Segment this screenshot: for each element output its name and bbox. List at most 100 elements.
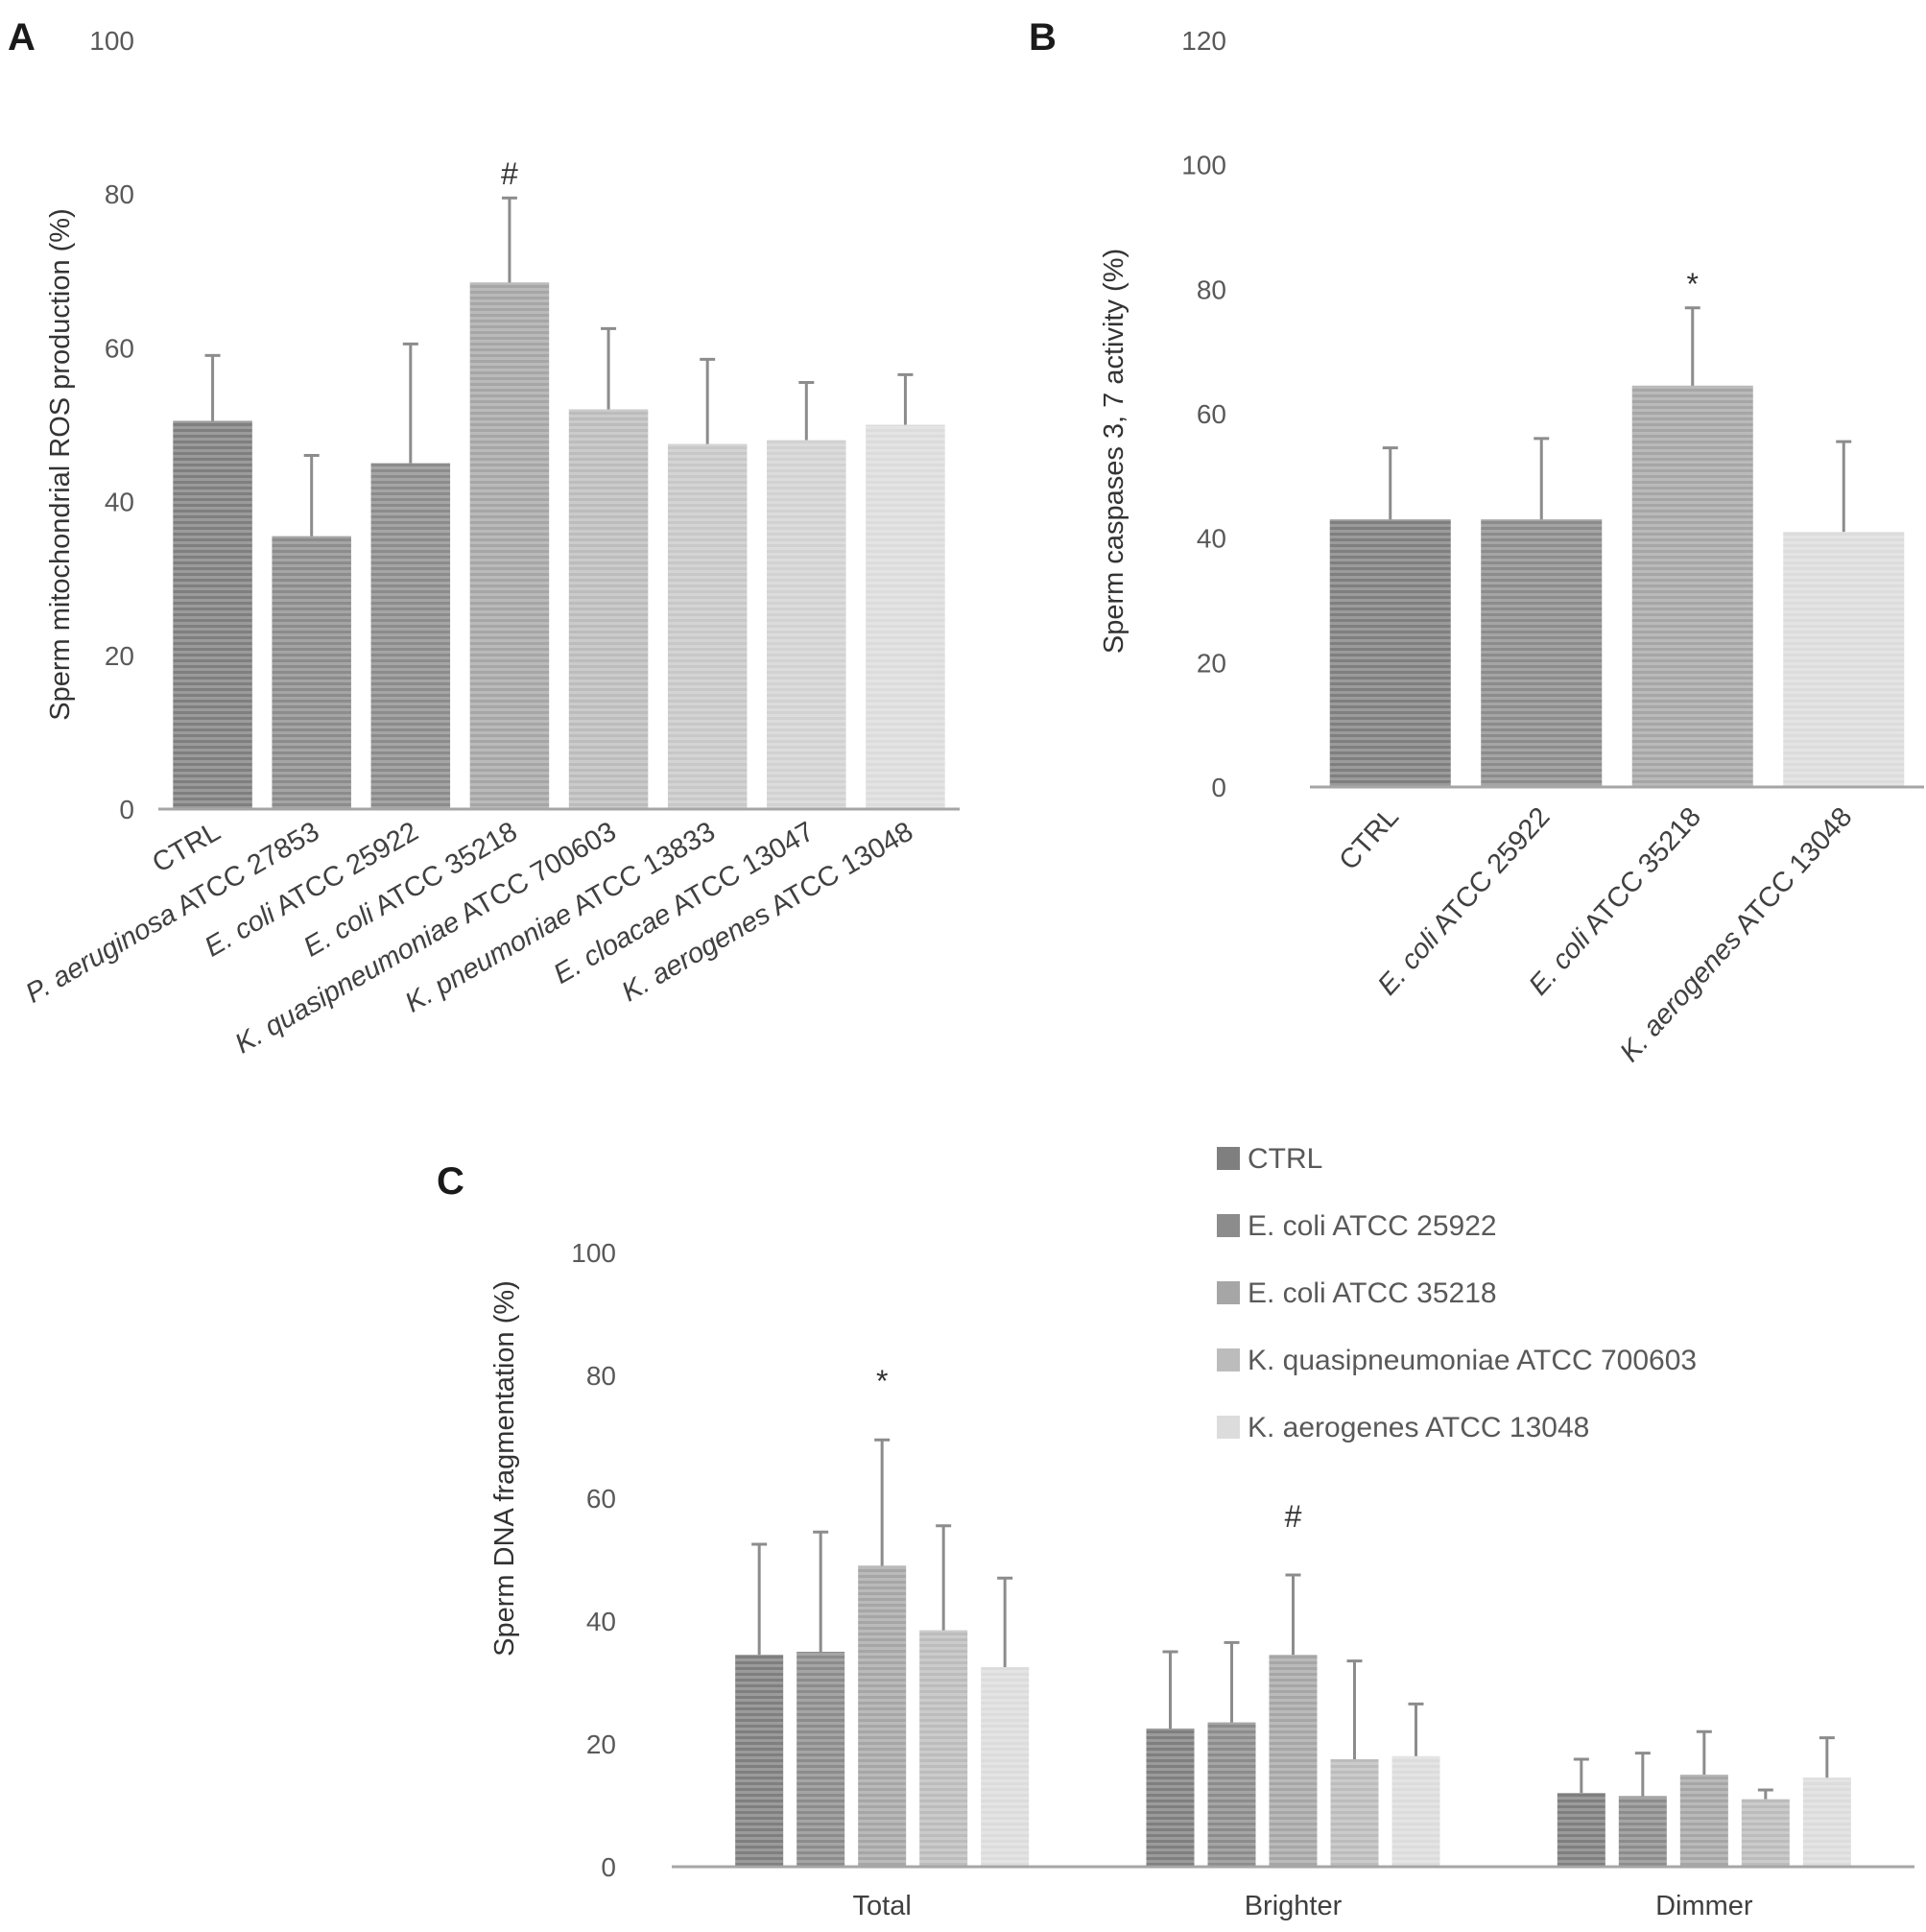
panel-c-x-tick-0: Total (853, 1891, 912, 1921)
panel-a-bar-5-stripes (667, 443, 748, 809)
panel-b-bar-3 (1783, 532, 1905, 787)
panel-c-y-tick-4: 80 (586, 1361, 616, 1391)
panel-c-bar-0-1 (797, 1652, 845, 1867)
panel-c-bar-1-1 (1207, 1722, 1256, 1867)
panel-a-error-bar-1 (303, 454, 320, 537)
panel-c-y-tick-1: 20 (586, 1729, 616, 1759)
legend-item-4: K. aerogenes ATCC 13048 (1217, 1412, 1589, 1443)
panel-c-error-bar-0-0 (751, 1542, 768, 1656)
panel-a-y-tick-0: 0 (119, 795, 134, 824)
panel-b-bar-1-stripes (1481, 519, 1603, 787)
panel-b-x-tick-strain-1: ATCC 25922 (1423, 801, 1557, 944)
panel-label-a: A (8, 16, 36, 59)
panel-a-bar-3-stripes (469, 282, 550, 809)
legend-item-1: E. coli ATCC 25922 (1217, 1210, 1497, 1242)
panel-a-bar-1 (272, 536, 351, 809)
panel-b-bar-3-stripes (1783, 532, 1905, 787)
legend-item-3: K. quasipneumoniae ATCC 700603 (1217, 1345, 1697, 1376)
y-axis-title-a: Sperm mitochondrial ROS production (%) (45, 208, 76, 720)
panel-a-y-tick-5: 100 (89, 26, 134, 56)
legend-swatch-1 (1217, 1214, 1240, 1237)
panel-c-bar-0-2 (858, 1565, 907, 1867)
legend-swatch-4 (1217, 1416, 1240, 1439)
panel-b-x-tick-strain-0: CTRL (1333, 801, 1404, 876)
panel-c-bar-1-4-stripes (1391, 1755, 1440, 1867)
panel-b-bar-2 (1631, 385, 1753, 787)
panel-c-error-bar-2-3 (1757, 1788, 1773, 1800)
panel-a-bar-7-stripes (866, 424, 945, 809)
panel-c-bar-1-0 (1146, 1729, 1195, 1867)
panel-c-bar-1-1-stripes (1207, 1722, 1256, 1867)
panel-c-bar-1-3-stripes (1330, 1759, 1379, 1867)
panel-c-error-bar-0-1 (813, 1530, 829, 1652)
legend: CTRL E. coli ATCC 25922 E. coli ATCC 35218… (1217, 1143, 1697, 1443)
panel-c-error-bar-1-4 (1408, 1702, 1424, 1756)
panel-a-bar-0 (173, 420, 252, 809)
panel-a-bar-3 (469, 282, 550, 809)
legend-swatch-3 (1217, 1348, 1240, 1371)
panel-a-bar-6-stripes (767, 440, 846, 809)
panel-c-bar-0-3 (919, 1630, 968, 1867)
panel-b-error-bar-3 (1836, 440, 1852, 533)
panel-c-error-bar-0-3 (936, 1524, 952, 1631)
legend-label-1: E. coli ATCC 25922 (1248, 1210, 1497, 1242)
panel-a-x-tick-species-1: P. aeruginosa (21, 898, 182, 1009)
panel-a-x-tick-0: CTRL (147, 816, 226, 879)
panel-b-significance-2: * (1687, 267, 1699, 301)
panel-a-y-tick-2: 40 (105, 488, 134, 517)
panel-c-bar-0-4 (981, 1667, 1030, 1867)
panel-c-error-bar-1-0 (1162, 1650, 1178, 1729)
panel-c-bar-0-4-stripes (981, 1667, 1030, 1867)
panel-a-error-bar-4 (601, 326, 617, 410)
panel-a-y-tick-4: 80 (105, 179, 134, 209)
panel-b-error-bar-2 (1684, 306, 1700, 386)
panel-b-y-tick-4: 80 (1197, 274, 1226, 304)
panel-c-error-bar-1-3 (1346, 1659, 1363, 1759)
panel-c-y-tick-3: 60 (586, 1484, 616, 1514)
panel-c-bar-0-1-stripes (797, 1652, 845, 1867)
panel-b-x-tick-strain-3: ATCC 13048 (1725, 801, 1859, 944)
panel-c-bar-2-0 (1557, 1793, 1605, 1867)
panel-c-bar-2-0-stripes (1557, 1793, 1605, 1867)
legend-item-0: CTRL (1217, 1143, 1322, 1175)
panel-a-bar-6 (767, 440, 846, 809)
panel-c-y-tick-0: 0 (601, 1852, 616, 1882)
panel-a-error-bar-0 (204, 353, 221, 421)
panel-b-bar-1 (1481, 519, 1603, 787)
panel-a-y-tick-3: 60 (105, 333, 134, 363)
panel-b-x-tick-2: E. coli ATCC 35218 (1523, 801, 1707, 1001)
panel-c-x-tick-2: Dimmer (1655, 1891, 1753, 1921)
legend-swatch-0 (1217, 1147, 1240, 1170)
panel-a-error-bar-5 (700, 357, 716, 444)
panel-c-bar-2-1 (1618, 1796, 1667, 1867)
panel-a-bar-2 (370, 463, 451, 809)
panel-c-bar-0-2-stripes (858, 1565, 907, 1867)
legend-label-2: E. coli ATCC 35218 (1248, 1277, 1497, 1309)
panel-c-bar-2-2 (1679, 1775, 1728, 1867)
panel-b-bar-0 (1329, 519, 1451, 787)
panel-c-bar-0-3-stripes (919, 1630, 968, 1867)
panel-b-y-tick-5: 100 (1181, 151, 1226, 180)
panel-c-significance-1: # (1285, 1499, 1302, 1534)
panel-a-bar-0-stripes (173, 420, 252, 809)
panel-b-y-tick-2: 40 (1197, 524, 1226, 554)
panel-c-bar-0-0-stripes (735, 1655, 784, 1867)
panel-b-error-bar-0 (1382, 446, 1398, 520)
panel-a-bar-7 (866, 424, 945, 809)
panel-c-bar-2-1-stripes (1618, 1796, 1667, 1867)
panel-c-error-bar-2-2 (1696, 1729, 1712, 1775)
plot-area-c: 0 20 40 60 80 100 * Total # Brighter Dimmer (571, 1238, 1914, 1921)
y-axis-title-b: Sperm caspases 3, 7 activity (%) (1099, 249, 1129, 654)
panel-c-bar-2-2-stripes (1679, 1775, 1728, 1867)
panel-a-error-bar-3 (501, 196, 517, 283)
panel-b-error-bar-1 (1534, 437, 1550, 520)
panel-b-bar-2-stripes (1631, 385, 1753, 787)
legend-label-3: K. quasipneumoniae ATCC 700603 (1248, 1345, 1697, 1376)
panel-c-bar-0-0 (735, 1655, 784, 1867)
panel-b-bar-0-stripes (1329, 519, 1451, 787)
panel-c-bar-2-4-stripes (1802, 1777, 1851, 1867)
panel-b-x-tick-strain-2: ATCC 35218 (1574, 801, 1707, 944)
